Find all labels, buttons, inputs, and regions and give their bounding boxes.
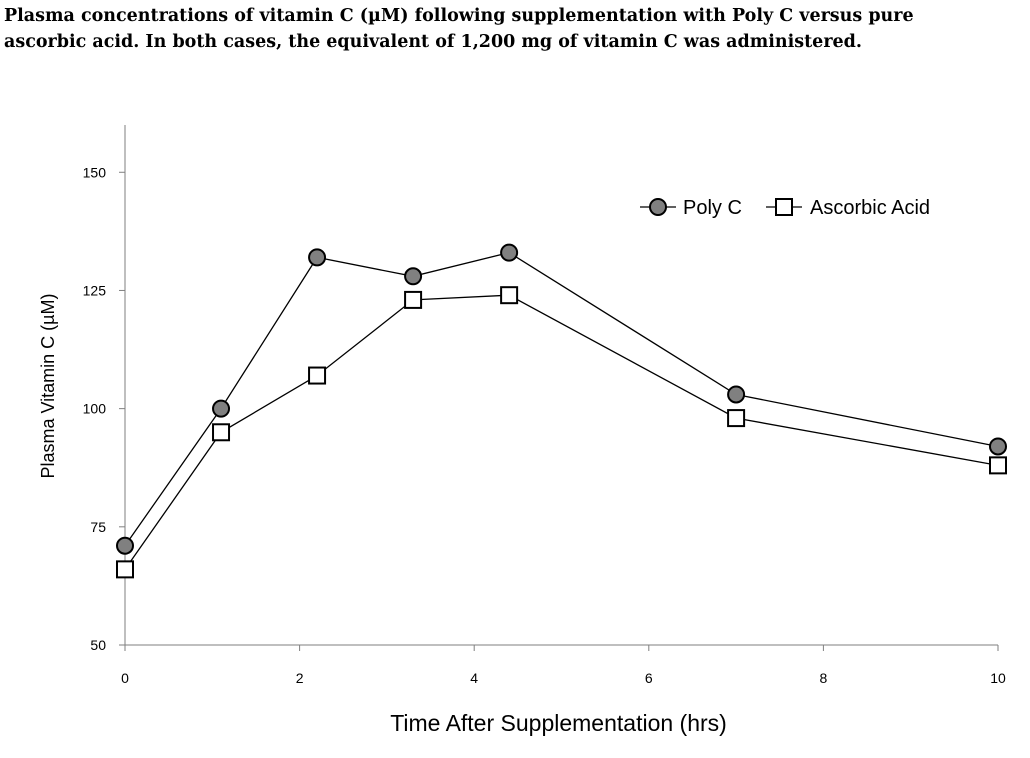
legend-label-1: Ascorbic Acid [810, 197, 930, 219]
y-tick-label: 150 [83, 164, 107, 180]
figure-title: Plasma concentrations of vitamin C (µM) … [4, 3, 1024, 55]
legend-marker-1 [775, 198, 793, 216]
y-tick-label: 50 [90, 637, 106, 653]
ascorbic-acid-point [212, 423, 231, 442]
poly-c-point [727, 385, 746, 404]
ascorbic-acid-point [500, 286, 519, 305]
chart-axes [124, 125, 998, 646]
ascorbic-acid-point [404, 290, 423, 309]
chart-legend: Poly C Ascorbic Acid [640, 197, 930, 219]
ascorbic-acid-point [727, 409, 746, 428]
series-line-0 [124, 251, 999, 547]
y-tick-label: 75 [90, 519, 106, 535]
chart-series [116, 243, 1007, 579]
x-tick-label: 0 [121, 670, 129, 686]
legend-marker-0 [649, 198, 667, 216]
poly-c-point [116, 536, 134, 555]
y-tick-label: 100 [83, 401, 107, 417]
x-axis-title: Time After Supplementation (hrs) [390, 710, 727, 736]
poly-c-point [212, 399, 231, 418]
x-tick-label: 6 [645, 670, 653, 686]
legend-label-0: Poly C [683, 197, 742, 219]
series-line-1 [124, 294, 999, 570]
x-tick-label: 8 [820, 670, 828, 686]
figure-title-line-2: ascorbic acid. In both cases, the equiva… [4, 32, 863, 52]
poly-c-point [404, 267, 423, 286]
x-tick-label: 10 [990, 670, 1006, 686]
poly-c-point [308, 248, 327, 267]
ascorbic-acid-point [308, 366, 327, 385]
ascorbic-acid-point [989, 456, 1007, 475]
y-tick-label: 125 [83, 282, 107, 298]
poly-c-point [989, 437, 1007, 456]
poly-c-point [500, 243, 519, 262]
ascorbic-acid-point [116, 560, 134, 579]
x-tick-label: 4 [470, 670, 478, 686]
x-tick-label: 2 [296, 670, 304, 686]
y-axis-title: Plasma Vitamin C (µM) [38, 293, 58, 478]
figure-title-line-1: Plasma concentrations of vitamin C (µM) … [4, 6, 914, 26]
chart-ticks: 50 75 100 125 150 0 2 4 6 8 10 [83, 164, 1006, 686]
